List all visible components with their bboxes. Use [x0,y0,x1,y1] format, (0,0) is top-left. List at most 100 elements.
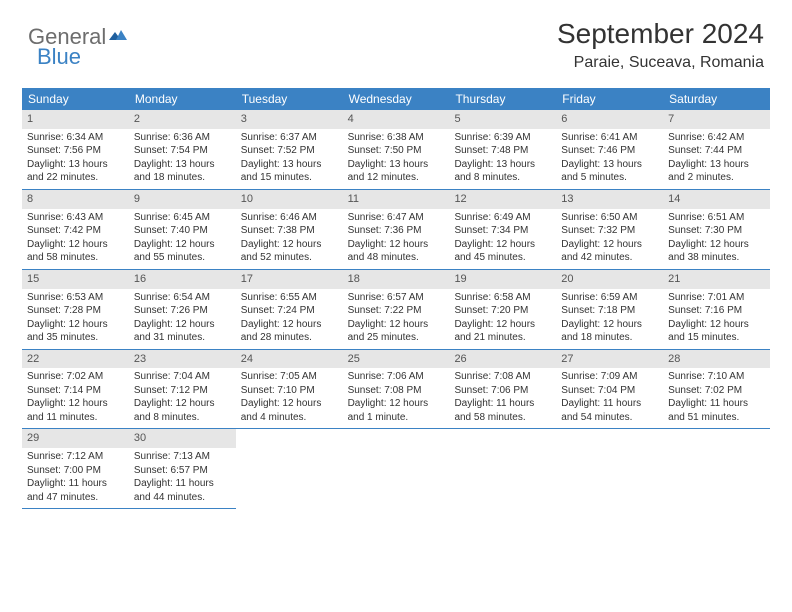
day-ss: Sunset: 7:54 PM [134,144,231,158]
week-row: 29Sunrise: 7:12 AMSunset: 7:00 PMDayligh… [22,429,770,509]
day-ss: Sunset: 7:46 PM [561,144,658,158]
day-d1: Daylight: 11 hours [668,397,765,411]
day-cell-empty [663,429,770,509]
day-body: Sunrise: 6:53 AMSunset: 7:28 PMDaylight:… [22,291,129,349]
day-sr: Sunrise: 6:50 AM [561,211,658,225]
weeks-container: 1Sunrise: 6:34 AMSunset: 7:56 PMDaylight… [22,110,770,509]
day-sr: Sunrise: 6:47 AM [348,211,445,225]
day-d2: and 4 minutes. [241,411,338,425]
day-cell: 26Sunrise: 7:08 AMSunset: 7:06 PMDayligh… [449,350,556,429]
day-number: 29 [22,429,129,448]
day-sr: Sunrise: 7:08 AM [454,370,551,384]
day-ss: Sunset: 7:20 PM [454,304,551,318]
day-ss: Sunset: 7:28 PM [27,304,124,318]
day-sr: Sunrise: 7:13 AM [134,450,231,464]
calendar: SundayMondayTuesdayWednesdayThursdayFrid… [22,88,770,509]
day-d1: Daylight: 13 hours [241,158,338,172]
day-number: 26 [449,350,556,369]
day-number: 4 [343,110,450,129]
day-cell-empty [343,429,450,509]
day-sr: Sunrise: 6:51 AM [668,211,765,225]
day-d1: Daylight: 12 hours [27,238,124,252]
day-body: Sunrise: 6:43 AMSunset: 7:42 PMDaylight:… [22,211,129,269]
day-d1: Daylight: 11 hours [561,397,658,411]
day-number: 10 [236,190,343,209]
day-ss: Sunset: 7:38 PM [241,224,338,238]
day-d1: Daylight: 12 hours [348,318,445,332]
day-sr: Sunrise: 7:10 AM [668,370,765,384]
day-sr: Sunrise: 6:54 AM [134,291,231,305]
day-sr: Sunrise: 6:42 AM [668,131,765,145]
day-ss: Sunset: 7:10 PM [241,384,338,398]
day-sr: Sunrise: 6:43 AM [27,211,124,225]
day-number: 3 [236,110,343,129]
day-ss: Sunset: 7:44 PM [668,144,765,158]
day-number: 20 [556,270,663,289]
day-d2: and 55 minutes. [134,251,231,265]
day-d2: and 47 minutes. [27,491,124,505]
day-sr: Sunrise: 6:59 AM [561,291,658,305]
day-d2: and 11 minutes. [27,411,124,425]
day-cell: 17Sunrise: 6:55 AMSunset: 7:24 PMDayligh… [236,270,343,349]
day-cell: 5 Sunrise: 6:39 AMSunset: 7:48 PMDaylight… [449,110,556,189]
day-number: 25 [343,350,450,369]
day-d2: and 25 minutes. [348,331,445,345]
day-cell: 30Sunrise: 7:13 AMSunset: 6:57 PMDayligh… [129,429,236,509]
day-cell-empty [556,429,663,509]
day-d2: and 15 minutes. [241,171,338,185]
day-number: 12 [449,190,556,209]
day-cell: 24Sunrise: 7:05 AMSunset: 7:10 PMDayligh… [236,350,343,429]
day-d1: Daylight: 11 hours [27,477,124,491]
day-cell: 19Sunrise: 6:58 AMSunset: 7:20 PMDayligh… [449,270,556,349]
day-d1: Daylight: 12 hours [241,238,338,252]
title-block: September 2024 Paraie, Suceava, Romania [557,18,764,72]
day-cell: 9Sunrise: 6:45 AMSunset: 7:40 PMDaylight… [129,190,236,269]
week-row: 1Sunrise: 6:34 AMSunset: 7:56 PMDaylight… [22,110,770,190]
day-d2: and 5 minutes. [561,171,658,185]
day-d1: Daylight: 13 hours [668,158,765,172]
day-sr: Sunrise: 6:37 AM [241,131,338,145]
day-d2: and 35 minutes. [27,331,124,345]
day-d1: Daylight: 13 hours [27,158,124,172]
day-ss: Sunset: 7:24 PM [241,304,338,318]
day-body: Sunrise: 7:05 AMSunset: 7:10 PMDaylight:… [236,370,343,428]
day-body: Sunrise: 7:06 AMSunset: 7:08 PMDaylight:… [343,370,450,428]
day-d1: Daylight: 12 hours [27,318,124,332]
week-row: 22Sunrise: 7:02 AMSunset: 7:14 PMDayligh… [22,350,770,430]
day-cell-empty [449,429,556,509]
day-ss: Sunset: 7:50 PM [348,144,445,158]
day-number: 5 [449,110,556,129]
day-body: Sunrise: 6:57 AMSunset: 7:22 PMDaylight:… [343,291,450,349]
day-cell: 21Sunrise: 7:01 AMSunset: 7:16 PMDayligh… [663,270,770,349]
day-sr: Sunrise: 6:49 AM [454,211,551,225]
day-d1: Daylight: 12 hours [668,318,765,332]
day-body: Sunrise: 7:02 AMSunset: 7:14 PMDaylight:… [22,370,129,428]
day-ss: Sunset: 7:04 PM [561,384,658,398]
day-body: Sunrise: 6:55 AMSunset: 7:24 PMDaylight:… [236,291,343,349]
day-sr: Sunrise: 6:45 AM [134,211,231,225]
dow-monday: Monday [129,88,236,110]
day-body: Sunrise: 6:34 AMSunset: 7:56 PMDaylight:… [22,131,129,189]
day-cell: 7Sunrise: 6:42 AMSunset: 7:44 PMDaylight… [663,110,770,189]
day-body: Sunrise: 6:41 AMSunset: 7:46 PMDaylight:… [556,131,663,189]
day-number: 16 [129,270,236,289]
day-number: 24 [236,350,343,369]
day-body: Sunrise: 6:59 AMSunset: 7:18 PMDaylight:… [556,291,663,349]
day-d2: and 52 minutes. [241,251,338,265]
day-d2: and 58 minutes. [454,411,551,425]
day-d1: Daylight: 12 hours [134,318,231,332]
day-d2: and 42 minutes. [561,251,658,265]
day-d1: Daylight: 12 hours [241,318,338,332]
day-d1: Daylight: 12 hours [348,397,445,411]
day-ss: Sunset: 7:42 PM [27,224,124,238]
day-body: Sunrise: 6:46 AMSunset: 7:38 PMDaylight:… [236,211,343,269]
day-cell: 18Sunrise: 6:57 AMSunset: 7:22 PMDayligh… [343,270,450,349]
day-sr: Sunrise: 6:55 AM [241,291,338,305]
day-of-week-header: SundayMondayTuesdayWednesdayThursdayFrid… [22,88,770,110]
month-title: September 2024 [557,18,764,50]
day-number: 30 [129,429,236,448]
day-number: 19 [449,270,556,289]
day-d2: and 28 minutes. [241,331,338,345]
day-sr: Sunrise: 7:12 AM [27,450,124,464]
day-body: Sunrise: 6:39 AMSunset: 7:48 PMDaylight:… [449,131,556,189]
